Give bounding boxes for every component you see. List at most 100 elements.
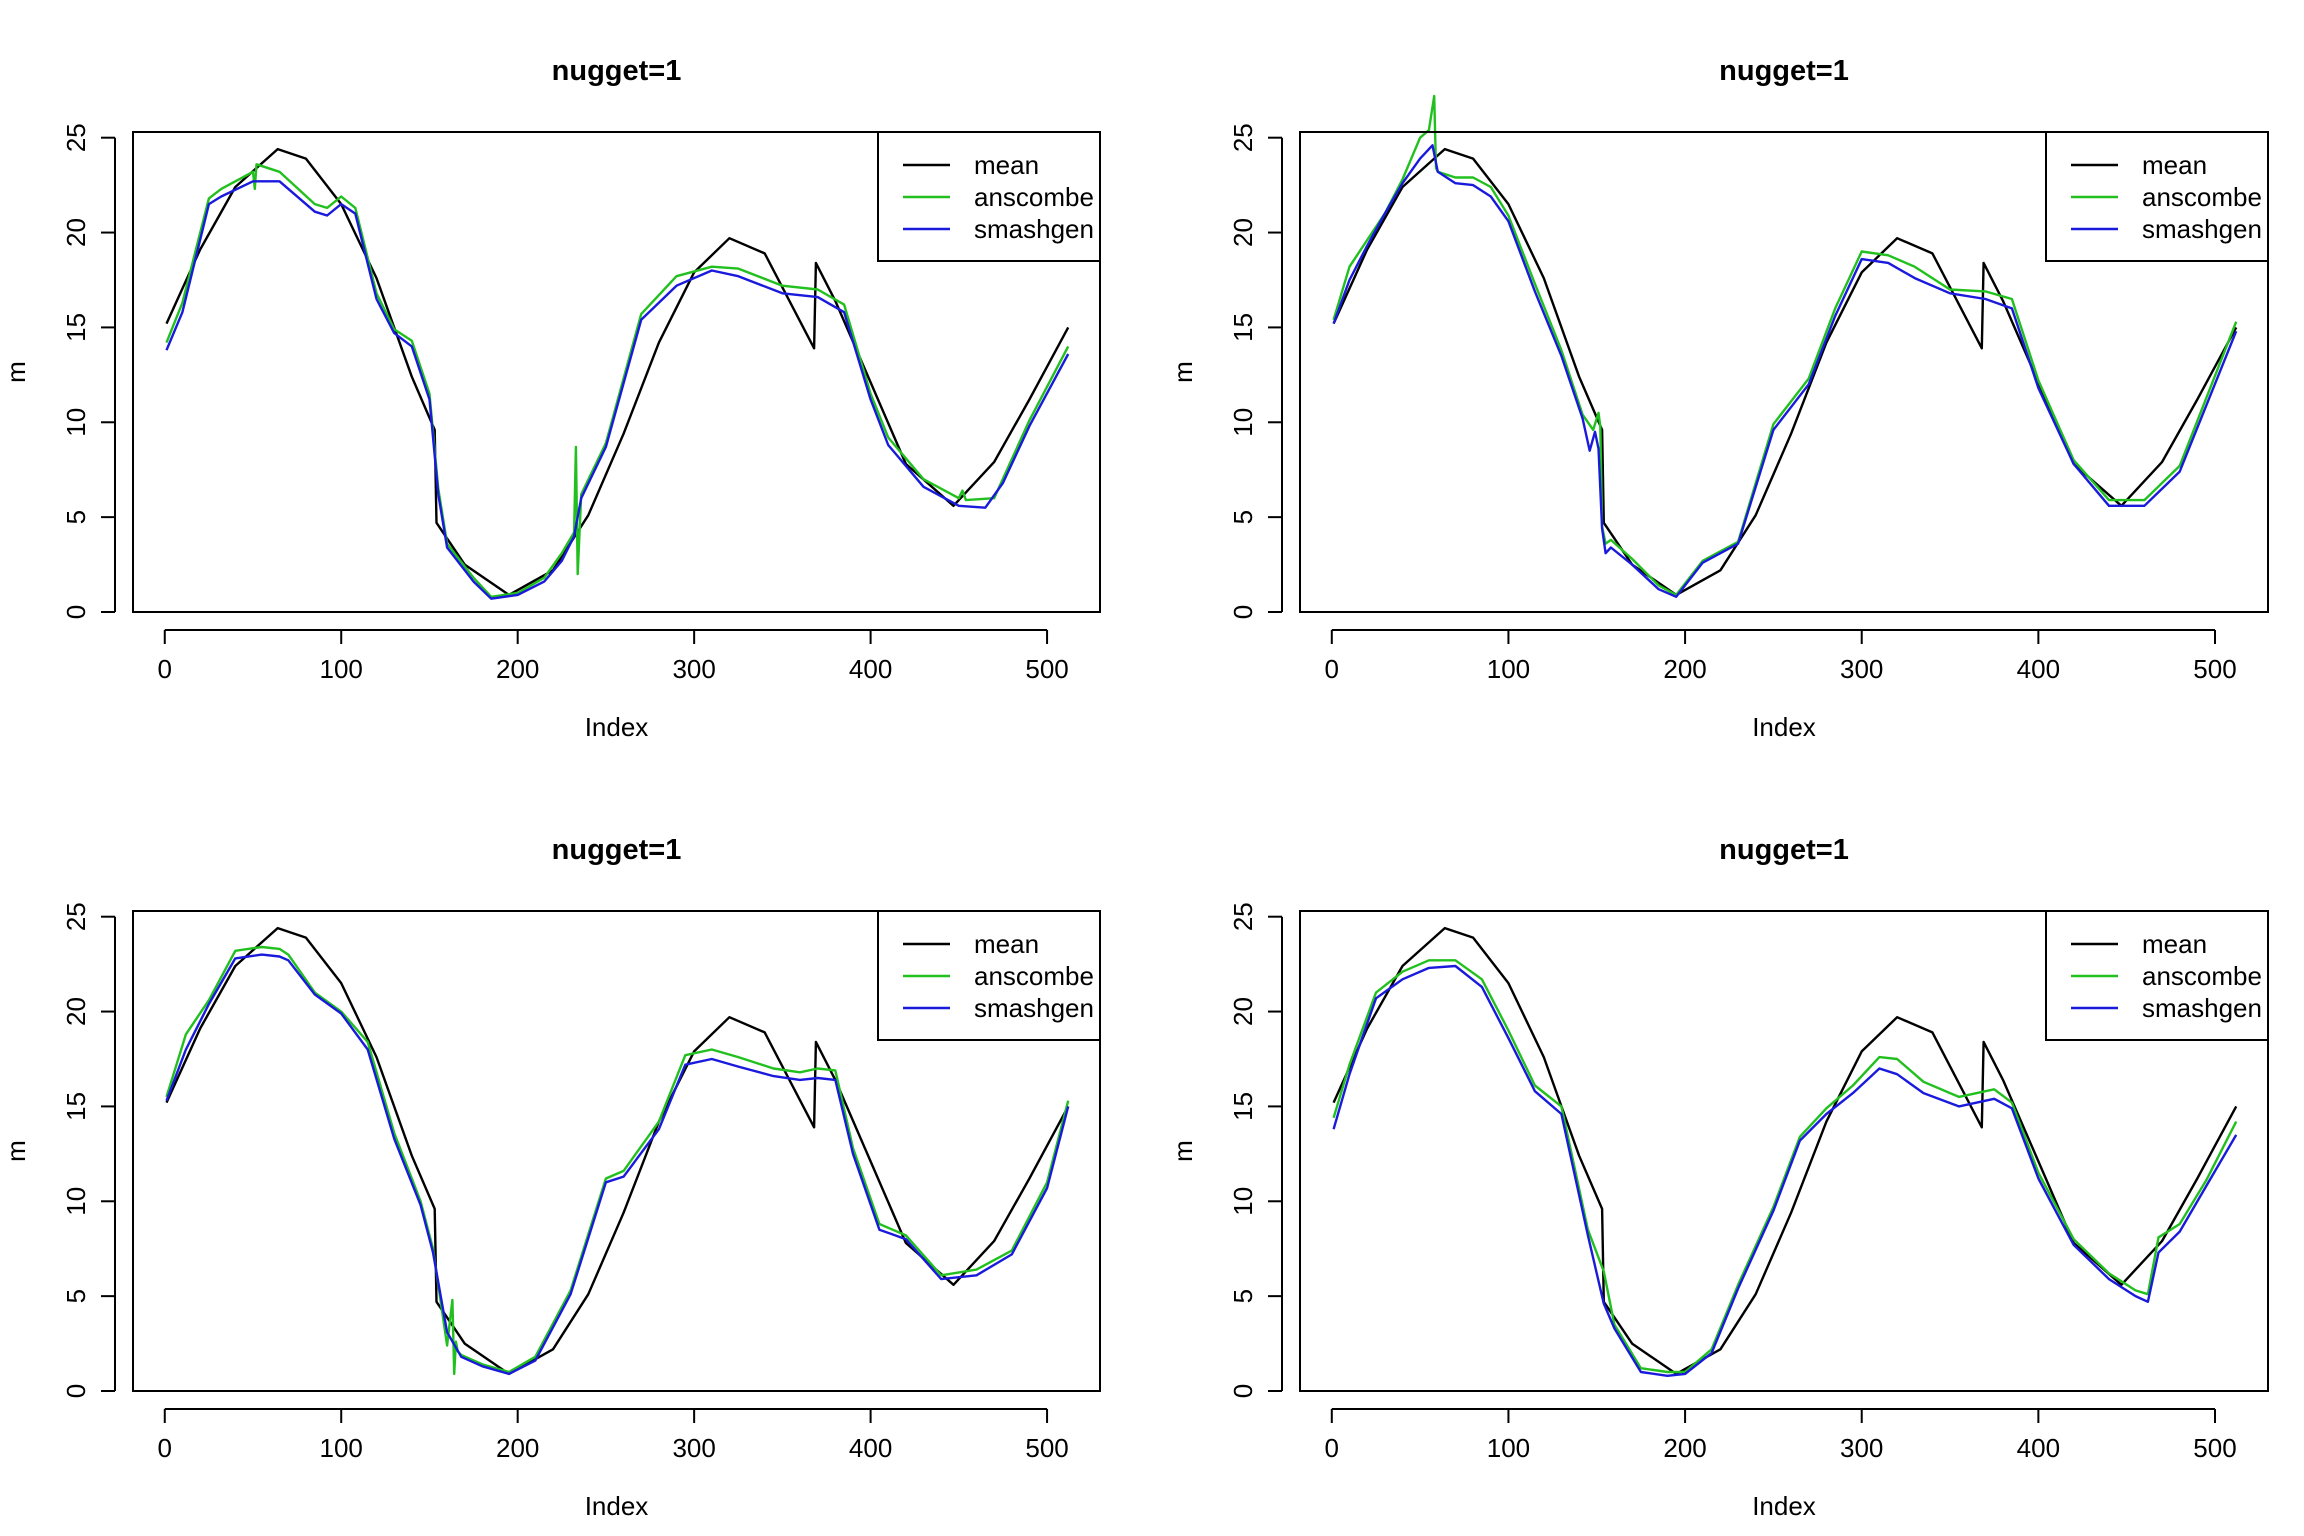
x-tick-label: 0 (158, 1433, 172, 1463)
x-tick-label: 300 (672, 1433, 715, 1463)
series-line-anscombe (1332, 959, 2238, 1374)
y-tick-label: 0 (1228, 1384, 1258, 1398)
series-line-mean (1332, 926, 2238, 1376)
y-tick-label: 5 (61, 1289, 91, 1303)
y-tick-label: 0 (61, 1384, 91, 1398)
y-tick-label: 25 (61, 123, 91, 152)
series-lines (165, 926, 1070, 1376)
y-tick-label: 15 (61, 313, 91, 342)
y-tick-label: 25 (1228, 902, 1258, 931)
y-tick-label: 10 (1228, 1187, 1258, 1216)
series-line-smashgen (1332, 964, 2238, 1378)
y-axis-label: m (1, 361, 31, 383)
legend-label: smashgen (974, 214, 1094, 244)
chart-title: nugget=1 (552, 834, 682, 866)
y-tick-label: 10 (1228, 408, 1258, 437)
x-tick-label: 0 (1325, 1433, 1339, 1463)
plot-frame (1299, 910, 2269, 1392)
x-tick-label: 100 (1487, 1433, 1530, 1463)
x-tick-label: 100 (320, 1433, 363, 1463)
x-tick-label: 300 (672, 654, 715, 684)
chart-panel-2: nugget=1 0 100 200 300 400 500 Index 0 5 10 15 20 25 m… (1168, 55, 2269, 742)
x-tick-label: 100 (1487, 654, 1530, 684)
x-axis-label: Index (585, 1491, 649, 1521)
x-tick-label: 400 (2017, 654, 2060, 684)
series-line-anscombe (1332, 94, 2238, 597)
y-tick-label: 20 (61, 997, 91, 1026)
x-tick-label: 400 (849, 1433, 892, 1463)
chart-title: nugget=1 (1719, 55, 1849, 87)
legend-label: mean (974, 929, 1039, 959)
x-tick-label: 200 (496, 654, 539, 684)
series-line-smashgen (165, 180, 1070, 600)
x-axis-label: Index (1752, 712, 1816, 742)
y-tick-label: 15 (1228, 1092, 1258, 1121)
x-tick-label: 0 (1325, 654, 1339, 684)
y-tick-label: 10 (61, 1187, 91, 1216)
legend-label: mean (2142, 150, 2207, 180)
legend-label: mean (2142, 929, 2207, 959)
x-tick-label: 500 (2193, 1433, 2236, 1463)
x-tick-label: 0 (158, 654, 172, 684)
y-axis-label: m (1168, 1140, 1198, 1162)
y-tick-label: 5 (1228, 510, 1258, 524)
legend-label: anscombe (2142, 182, 2262, 212)
legend-label: smashgen (2142, 214, 2262, 244)
chart-title: nugget=1 (552, 55, 682, 87)
legend-label: smashgen (974, 993, 1094, 1023)
x-tick-label: 400 (849, 654, 892, 684)
x-tick-label: 500 (2193, 654, 2236, 684)
series-line-mean (165, 147, 1070, 597)
series-line-mean (165, 926, 1070, 1376)
series-line-anscombe (165, 945, 1070, 1376)
series-line-anscombe (165, 163, 1070, 598)
x-axis-label: Index (1752, 1491, 1816, 1521)
y-axis-label: m (1168, 361, 1198, 383)
y-tick-label: 0 (1228, 605, 1258, 619)
chart-title: nugget=1 (1719, 834, 1849, 866)
legend-label: smashgen (2142, 993, 2262, 1023)
y-tick-label: 20 (1228, 218, 1258, 247)
x-axis-label: Index (585, 712, 649, 742)
legend-label: anscombe (974, 961, 1094, 991)
plot-frame (132, 910, 1101, 1392)
y-axis-label: m (1, 1140, 31, 1162)
chart-panel-3: nugget=1 0 100 200 300 400 500 Index 0 5 10 15 20 25 m… (1, 834, 1101, 1521)
y-tick-label: 5 (1228, 1289, 1258, 1303)
y-tick-label: 15 (1228, 313, 1258, 342)
plot-frame (132, 131, 1101, 613)
x-tick-label: 300 (1840, 1433, 1883, 1463)
x-tick-label: 200 (496, 1433, 539, 1463)
series-line-smashgen (165, 953, 1070, 1376)
series-lines (1332, 926, 2238, 1378)
legend-label: mean (974, 150, 1039, 180)
y-tick-label: 15 (61, 1092, 91, 1121)
series-line-smashgen (1332, 144, 2238, 598)
x-tick-label: 200 (1663, 654, 1706, 684)
x-tick-label: 100 (320, 654, 363, 684)
x-tick-label: 200 (1663, 1433, 1706, 1463)
y-tick-label: 20 (61, 218, 91, 247)
x-tick-label: 400 (2017, 1433, 2060, 1463)
y-tick-label: 20 (1228, 997, 1258, 1026)
series-lines (165, 147, 1070, 600)
legend-label: anscombe (2142, 961, 2262, 991)
x-tick-label: 500 (1025, 1433, 1068, 1463)
legend-label: anscombe (974, 182, 1094, 212)
series-lines (1332, 94, 2238, 598)
x-tick-label: 300 (1840, 654, 1883, 684)
y-tick-label: 25 (1228, 123, 1258, 152)
plot-frame (1299, 131, 2269, 613)
y-tick-label: 5 (61, 510, 91, 524)
chart-panel-1: nugget=1 0 100 200 300 400 500 Index 0 5 10 15 20 25 m… (1, 55, 1101, 742)
y-tick-label: 10 (61, 408, 91, 437)
x-tick-label: 500 (1025, 654, 1068, 684)
y-tick-label: 0 (61, 605, 91, 619)
y-tick-label: 25 (61, 902, 91, 931)
chart-panel-4: nugget=1 0 100 200 300 400 500 Index 0 5 10 15 20 25 m… (1168, 834, 2269, 1521)
